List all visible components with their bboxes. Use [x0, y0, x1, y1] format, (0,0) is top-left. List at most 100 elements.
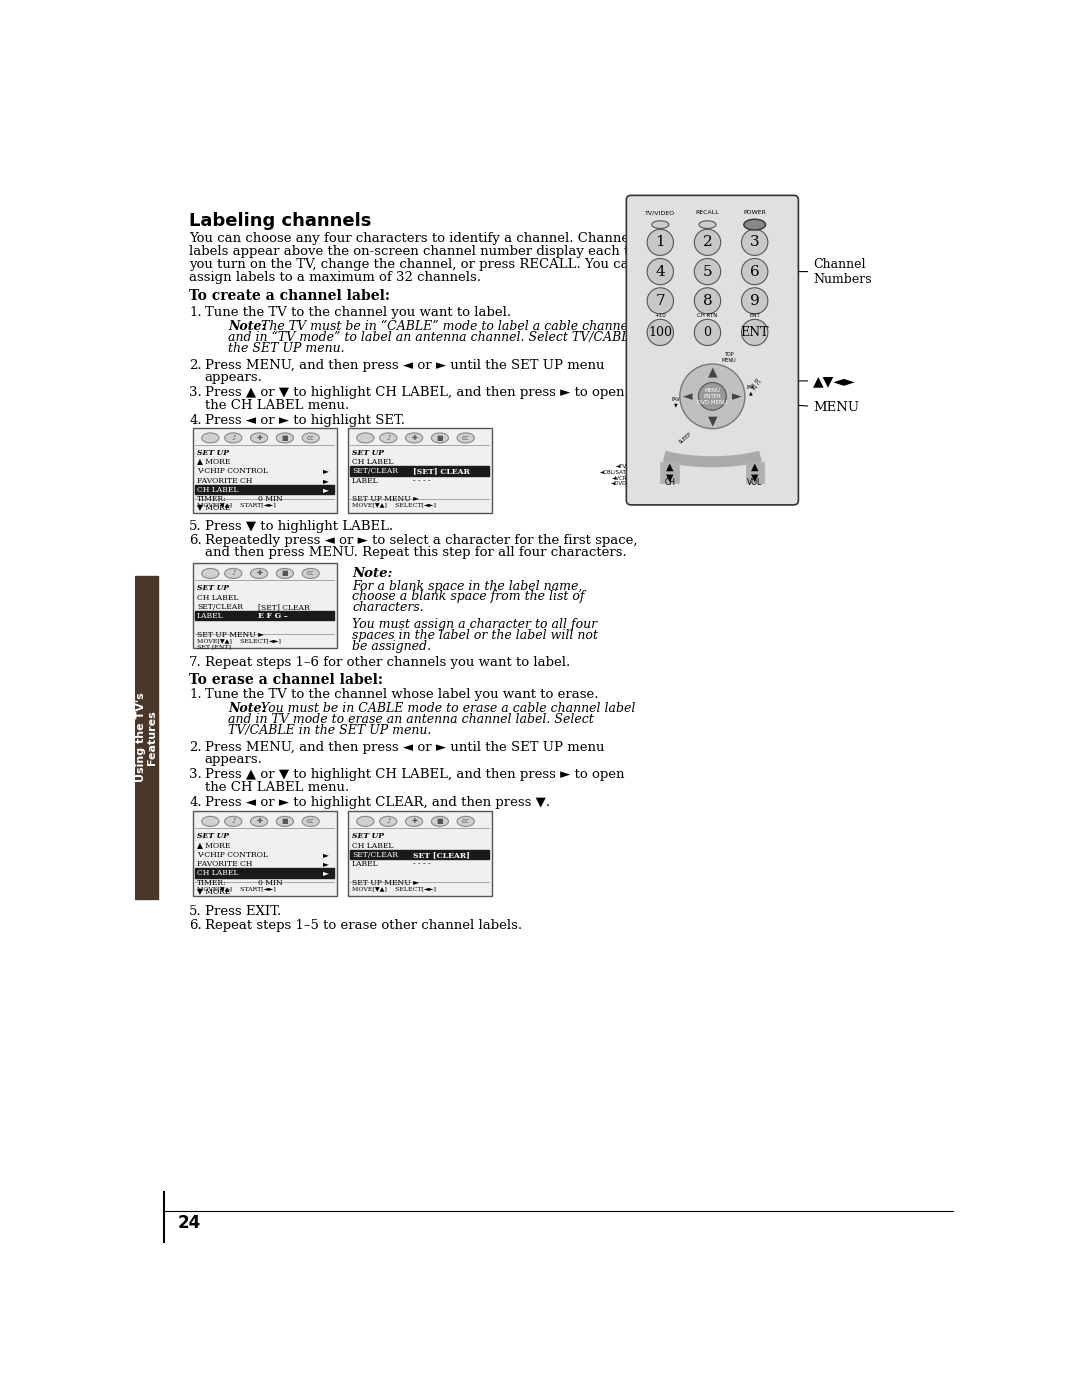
Text: and then press MENU. Repeat this step for all four characters.: and then press MENU. Repeat this step fo… — [205, 546, 626, 559]
Text: and in TV mode to erase an antenna channel label. Select: and in TV mode to erase an antenna chann… — [228, 712, 594, 726]
Text: the SET UP menu.: the SET UP menu. — [228, 342, 345, 355]
Text: CH RTN: CH RTN — [698, 313, 718, 319]
Text: ◄: ◄ — [683, 390, 692, 402]
Circle shape — [647, 288, 674, 314]
Circle shape — [679, 365, 745, 429]
Text: Press ▲ or ▼ to highlight CH LABEL, and then press ► to open: Press ▲ or ▼ to highlight CH LABEL, and … — [205, 387, 624, 400]
Text: FAV
▼: FAV ▼ — [672, 397, 680, 408]
Text: TIMER:: TIMER: — [197, 879, 227, 887]
Text: The TV must be in “CABLE” mode to label a cable channel: The TV must be in “CABLE” mode to label … — [257, 320, 633, 332]
Text: labels appear above the on-screen channel number display each time: labels appear above the on-screen channe… — [189, 244, 653, 257]
Text: 0 MIN: 0 MIN — [258, 879, 282, 887]
Ellipse shape — [225, 816, 242, 827]
Ellipse shape — [276, 816, 294, 827]
Text: ■: ■ — [436, 434, 443, 441]
Text: 4.: 4. — [189, 414, 202, 427]
Ellipse shape — [251, 816, 268, 827]
Text: Note:: Note: — [228, 320, 266, 332]
Circle shape — [742, 320, 768, 345]
Text: ►: ► — [323, 869, 328, 877]
Bar — [350, 467, 489, 475]
Text: CH LABEL: CH LABEL — [197, 594, 239, 602]
Text: SLEEP: SLEEP — [678, 432, 692, 444]
Ellipse shape — [380, 816, 396, 827]
Text: ENT: ENT — [741, 326, 769, 339]
Circle shape — [647, 229, 674, 256]
Bar — [661, 472, 679, 483]
Bar — [348, 427, 491, 513]
Text: ►: ► — [323, 861, 328, 868]
Text: PIC
SIZ: PIC SIZ — [747, 379, 760, 391]
Text: LABEL: LABEL — [352, 476, 379, 485]
Text: Note:: Note: — [352, 567, 392, 580]
Text: ✚: ✚ — [411, 434, 417, 441]
Text: SET [CLEAR]: SET [CLEAR] — [413, 851, 470, 859]
Text: MOVE[▼▲]    SELECT[◄►]: MOVE[▼▲] SELECT[◄►] — [197, 638, 281, 643]
Text: Repeat steps 1–6 for other channels you want to label.: Repeat steps 1–6 for other channels you … — [205, 655, 570, 669]
Text: ▼: ▼ — [752, 474, 759, 483]
Text: ►: ► — [323, 468, 328, 475]
Text: FAVORITE CH: FAVORITE CH — [197, 476, 253, 485]
Ellipse shape — [457, 433, 474, 443]
Text: SET UP: SET UP — [352, 833, 384, 841]
Bar — [745, 462, 765, 472]
Text: ■: ■ — [282, 434, 288, 441]
Text: TV/CABLE in the SET UP menu.: TV/CABLE in the SET UP menu. — [228, 724, 431, 736]
Text: cc: cc — [307, 819, 314, 824]
Text: SET UP: SET UP — [197, 833, 229, 841]
Text: RECALL: RECALL — [696, 211, 719, 215]
Text: be assigned.: be assigned. — [352, 640, 431, 652]
Text: ♪: ♪ — [386, 819, 391, 824]
Ellipse shape — [380, 433, 396, 443]
Bar — [135, 576, 159, 900]
Circle shape — [647, 320, 674, 345]
Bar — [745, 472, 765, 483]
Text: 1: 1 — [656, 235, 665, 249]
Text: ◄TV
◄CBL/SAT
◄VCR
◄DVD: ◄TV ◄CBL/SAT ◄VCR ◄DVD — [600, 464, 627, 486]
Text: 0 MIN: 0 MIN — [258, 495, 282, 503]
Text: TV/VIDEO: TV/VIDEO — [645, 211, 675, 215]
Text: Tune the TV to the channel whose label you want to erase.: Tune the TV to the channel whose label y… — [205, 689, 598, 701]
Text: assign labels to a maximum of 32 channels.: assign labels to a maximum of 32 channel… — [189, 271, 482, 284]
Text: ▲: ▲ — [707, 365, 717, 379]
Text: Press ▼ to highlight LABEL.: Press ▼ to highlight LABEL. — [205, 520, 393, 534]
Text: SET UP MENU ►: SET UP MENU ► — [352, 879, 419, 887]
Text: Using the TV's
Features: Using the TV's Features — [136, 693, 158, 782]
Text: 3.: 3. — [189, 387, 202, 400]
Text: SET/CLEAR: SET/CLEAR — [352, 468, 399, 475]
Ellipse shape — [225, 433, 242, 443]
Text: the CH LABEL menu.: the CH LABEL menu. — [205, 781, 349, 793]
Text: SET UP MENU ►: SET UP MENU ► — [197, 630, 264, 638]
Text: V-CHIP CONTROL: V-CHIP CONTROL — [197, 851, 268, 859]
Text: To erase a channel label:: To erase a channel label: — [189, 673, 383, 687]
Text: choose a blank space from the list of: choose a blank space from the list of — [352, 591, 584, 604]
Text: SET UP: SET UP — [197, 448, 229, 457]
Text: TIMER:: TIMER: — [197, 495, 227, 503]
Text: and in “TV mode” to label an antenna channel. Select TV/CABLE in: and in “TV mode” to label an antenna cha… — [228, 331, 654, 344]
FancyBboxPatch shape — [626, 196, 798, 504]
Ellipse shape — [276, 569, 294, 578]
Ellipse shape — [302, 433, 320, 443]
Ellipse shape — [202, 816, 219, 827]
Bar — [195, 869, 334, 877]
Text: CH LABEL: CH LABEL — [197, 486, 239, 495]
Text: TOP
MENU: TOP MENU — [721, 352, 735, 363]
Text: ▼: ▼ — [707, 415, 717, 427]
Text: CH: CH — [664, 478, 675, 488]
Text: For a blank space in the label name,: For a blank space in the label name, — [352, 580, 582, 592]
Text: Press MENU, and then press ◄ or ► until the SET UP menu: Press MENU, and then press ◄ or ► until … — [205, 740, 604, 753]
Text: ✚: ✚ — [256, 570, 262, 577]
Circle shape — [647, 258, 674, 285]
Text: E F G –: E F G – — [258, 612, 287, 620]
Text: MENU: MENU — [723, 401, 860, 415]
Text: cc: cc — [307, 570, 314, 577]
Text: 9: 9 — [750, 293, 759, 307]
Text: Press ◄ or ► to highlight CLEAR, and then press ▼.: Press ◄ or ► to highlight CLEAR, and the… — [205, 796, 550, 809]
Ellipse shape — [744, 219, 766, 231]
Ellipse shape — [405, 433, 422, 443]
Bar — [348, 812, 491, 895]
Text: ENT: ENT — [750, 313, 760, 319]
Bar — [195, 610, 334, 620]
Text: You can choose any four characters to identify a channel. Channel: You can choose any four characters to id… — [189, 232, 634, 244]
Text: LABEL: LABEL — [197, 612, 224, 620]
